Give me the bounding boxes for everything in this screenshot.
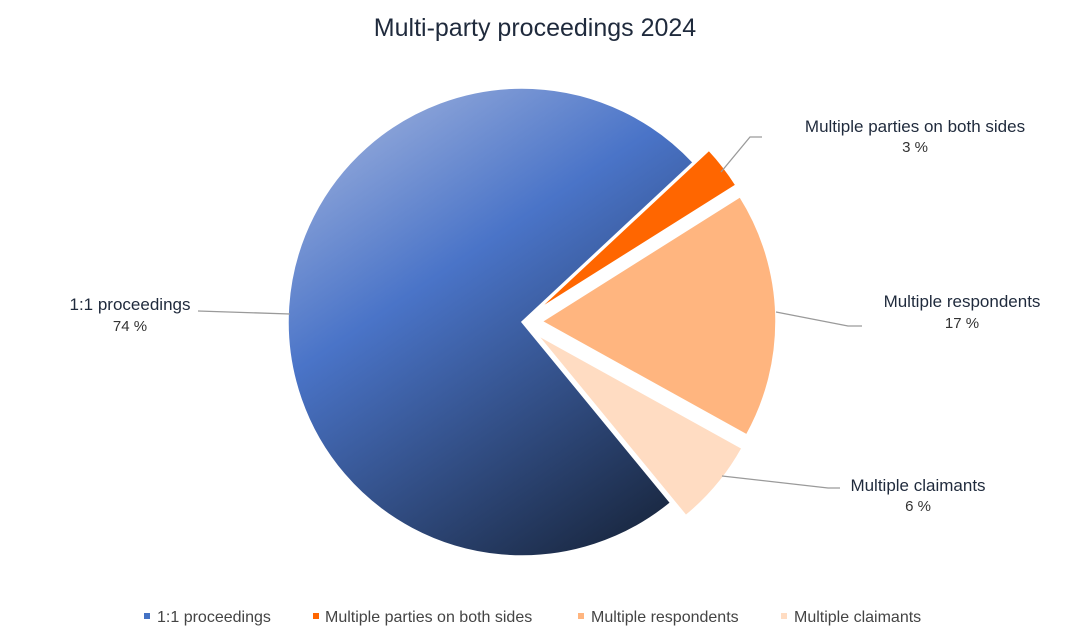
legend-swatch-1-1-proceedings (144, 613, 150, 619)
slice-label-1-1-proceedings: 1:1 proceedings (70, 295, 191, 314)
legend-label-1-1-proceedings: 1:1 proceedings (157, 609, 271, 626)
chart-title: Multi-party proceedings 2024 (374, 14, 696, 42)
data-label-1-1-proceedings: 1:1 proceedings 74 % (70, 295, 191, 335)
slice-label-multiple-claimants: Multiple claimants (850, 476, 985, 495)
slice-label-multiple-respondents: Multiple respondents (884, 292, 1041, 311)
slice-multiple-respondents (540, 195, 777, 436)
slice-value-multiple-parties: 3 % (902, 139, 928, 156)
legend-item-multiple-parties: Multiple parties on both sides (313, 609, 532, 626)
legend-swatch-multiple-respondents (578, 613, 584, 619)
legend-item-multiple-respondents: Multiple respondents (578, 609, 739, 626)
legend: 1:1 proceedings Multiple parties on both… (144, 609, 921, 626)
legend-item-multiple-claimants: Multiple claimants (781, 609, 921, 626)
leader-line-1-1-proceedings (197, 310, 291, 315)
legend-label-multiple-respondents: Multiple respondents (591, 609, 739, 626)
legend-item-1-1-proceedings: 1:1 proceedings (144, 609, 271, 626)
slice-value-1-1-proceedings: 74 % (113, 318, 147, 335)
leader-line-multiple-respondents (775, 311, 862, 327)
slice-multiple-parties (537, 149, 737, 311)
pie-slices (287, 87, 777, 557)
leader-lines (197, 136, 862, 489)
slice-value-multiple-claimants: 6 % (905, 498, 931, 515)
legend-label-multiple-claimants: Multiple claimants (794, 609, 921, 626)
slice-1-1-proceedings (287, 87, 695, 557)
slice-value-multiple-respondents: 17 % (945, 315, 979, 332)
legend-swatch-multiple-parties (313, 613, 319, 619)
data-label-multiple-parties: Multiple parties on both sides 3 % (805, 117, 1025, 156)
legend-swatch-multiple-claimants (781, 613, 787, 619)
leader-line-multiple-claimants (721, 475, 840, 489)
legend-label-multiple-parties: Multiple parties on both sides (325, 609, 532, 626)
leader-line-multiple-parties (720, 136, 762, 173)
slice-multiple-claimants (536, 334, 744, 517)
slice-label-multiple-parties: Multiple parties on both sides (805, 117, 1025, 136)
data-label-multiple-respondents: Multiple respondents 17 % (884, 292, 1041, 332)
data-label-multiple-claimants: Multiple claimants 6 % (850, 476, 985, 515)
